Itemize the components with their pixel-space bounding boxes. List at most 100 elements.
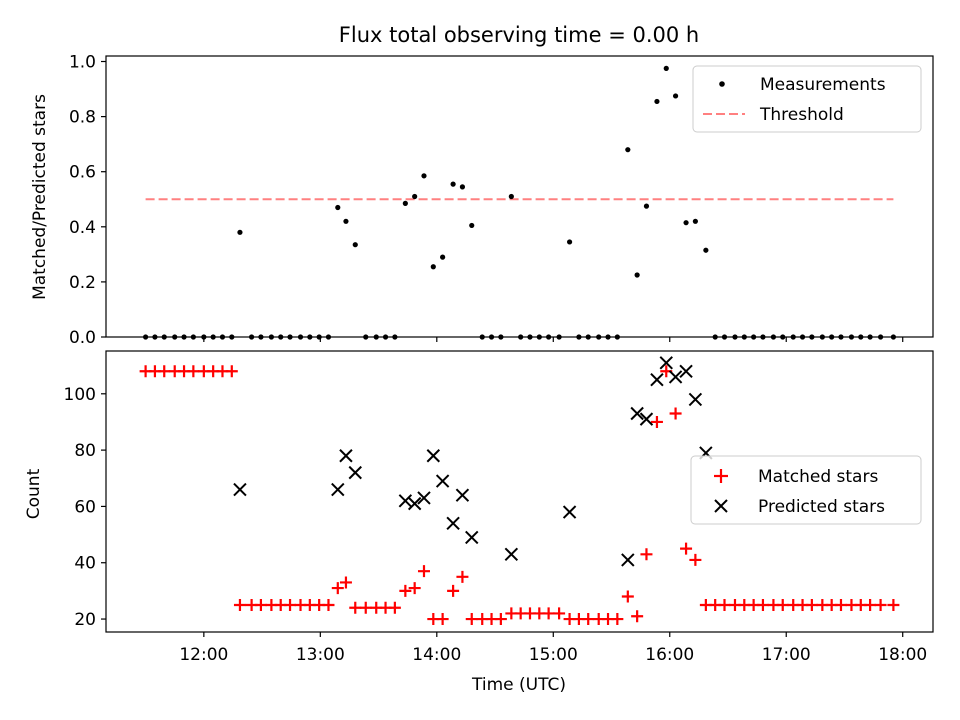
predicted-star-point — [650, 373, 664, 387]
measurement-point — [654, 98, 660, 105]
measurement-point — [229, 334, 235, 340]
bottom-legend-box — [690, 455, 922, 525]
matched-star-point — [284, 598, 297, 611]
measurement-point — [819, 334, 825, 340]
bottom-ytick-label: 80 — [74, 441, 96, 461]
measurement-point — [392, 334, 398, 340]
bottom-plot-frame — [105, 350, 934, 633]
measurement-point — [430, 264, 436, 270]
predicted-star-point — [630, 406, 644, 421]
legend-matched-label: Matched stars — [758, 467, 878, 487]
measurement-point — [780, 334, 786, 340]
bottom-ytick-label: 60 — [74, 497, 96, 517]
predicted-star-point — [639, 412, 654, 426]
matched-star-point — [388, 601, 401, 614]
top-ytick-label: 1.0 — [69, 53, 96, 73]
measurement-point — [237, 229, 243, 235]
predicted-star-point — [417, 491, 431, 505]
bottom-xtick-label: 12:00 — [179, 645, 228, 665]
measurement-point — [469, 222, 475, 229]
measurement-point — [634, 272, 640, 278]
measurement-point — [278, 334, 284, 340]
matched-star-point — [650, 415, 663, 428]
matched-star-point — [254, 598, 267, 611]
bottom-xtick-label: 14:00 — [412, 645, 461, 665]
measurement-point — [605, 334, 611, 340]
measurement-point — [576, 334, 582, 340]
matched-star-point — [582, 613, 595, 626]
matched-star-point — [465, 613, 478, 626]
top-ytick-label: 0.2 — [69, 273, 96, 293]
measurement-point — [382, 334, 389, 340]
measurement-point — [770, 334, 777, 340]
measurement-point — [890, 334, 896, 340]
measurement-point — [751, 334, 757, 340]
matched-star-point — [187, 365, 200, 378]
measurement-point — [556, 334, 562, 340]
measurement-point — [352, 242, 358, 248]
matched-star-point — [621, 590, 634, 603]
measurement-point — [741, 334, 747, 340]
bottom-xtick-label: 15:00 — [529, 645, 578, 665]
measurement-point — [625, 147, 631, 153]
bottom-xtick-label: 13:00 — [296, 645, 345, 665]
measurement-point — [450, 181, 456, 187]
measurement-point — [790, 334, 796, 340]
measurement-point — [858, 334, 864, 340]
predicted-star-point — [233, 482, 247, 497]
matched-star-point — [322, 598, 335, 611]
measurement-point — [143, 334, 149, 340]
measurement-point — [412, 193, 418, 200]
measurement-point — [190, 334, 196, 340]
matched-star-point — [756, 598, 769, 611]
measurement-point — [325, 334, 332, 340]
measurement-point — [181, 334, 187, 340]
measurement-point — [479, 334, 485, 340]
measurement-point — [373, 334, 379, 340]
measurement-point — [692, 218, 698, 224]
bottom-xtick-label: 16:00 — [645, 645, 694, 665]
matched-star-point — [718, 598, 731, 611]
bottom-x-axis: 12:00 13:00 14:00 15:00 16:00 17:00 18:00 — [179, 632, 927, 665]
measurement-point — [712, 334, 718, 340]
measurement-point — [440, 254, 446, 260]
bottom-legend: Matched stars Predicted stars — [690, 455, 922, 525]
legend-measurements-label: Measurements — [760, 75, 886, 95]
matched-star-point — [553, 607, 566, 620]
measurement-point — [663, 65, 669, 71]
measurement-point — [527, 334, 533, 340]
measurement-point — [643, 203, 650, 209]
measurement-point — [672, 93, 679, 99]
measurement-point — [721, 334, 728, 340]
matched-star-point — [408, 582, 421, 595]
measurement-point — [287, 334, 293, 340]
predicted-star-point — [465, 530, 479, 545]
matched-star-point — [339, 576, 352, 589]
measurement-point — [848, 334, 855, 340]
predicted-star-point — [668, 370, 683, 384]
matched-star-point — [680, 542, 693, 555]
measurement-point — [518, 334, 524, 340]
measurement-point — [161, 334, 167, 340]
predicted-star-point — [407, 496, 422, 511]
measurement-point — [867, 334, 873, 340]
measurement-point — [343, 218, 349, 224]
matched-star-point — [874, 598, 887, 611]
matched-star-point — [611, 613, 624, 626]
measurement-point — [508, 193, 514, 200]
star-count-series — [139, 356, 900, 626]
measurements-series — [143, 65, 896, 340]
matched-star-point — [456, 570, 469, 583]
predicted-star-point — [435, 474, 450, 488]
predicted-star-point — [348, 465, 362, 480]
measurement-point — [585, 334, 591, 340]
measurement-point — [402, 200, 408, 206]
top-y-axis: 0.0 0.2 0.4 0.6 0.8 1.0 — [69, 53, 106, 348]
predicted-star-point — [621, 553, 635, 567]
top-ytick-label: 0.8 — [69, 108, 96, 128]
top-ytick-label: 0.6 — [69, 163, 96, 183]
measurement-point — [546, 334, 552, 340]
legend-matched-marker — [714, 469, 728, 483]
measurement-point — [459, 184, 466, 190]
